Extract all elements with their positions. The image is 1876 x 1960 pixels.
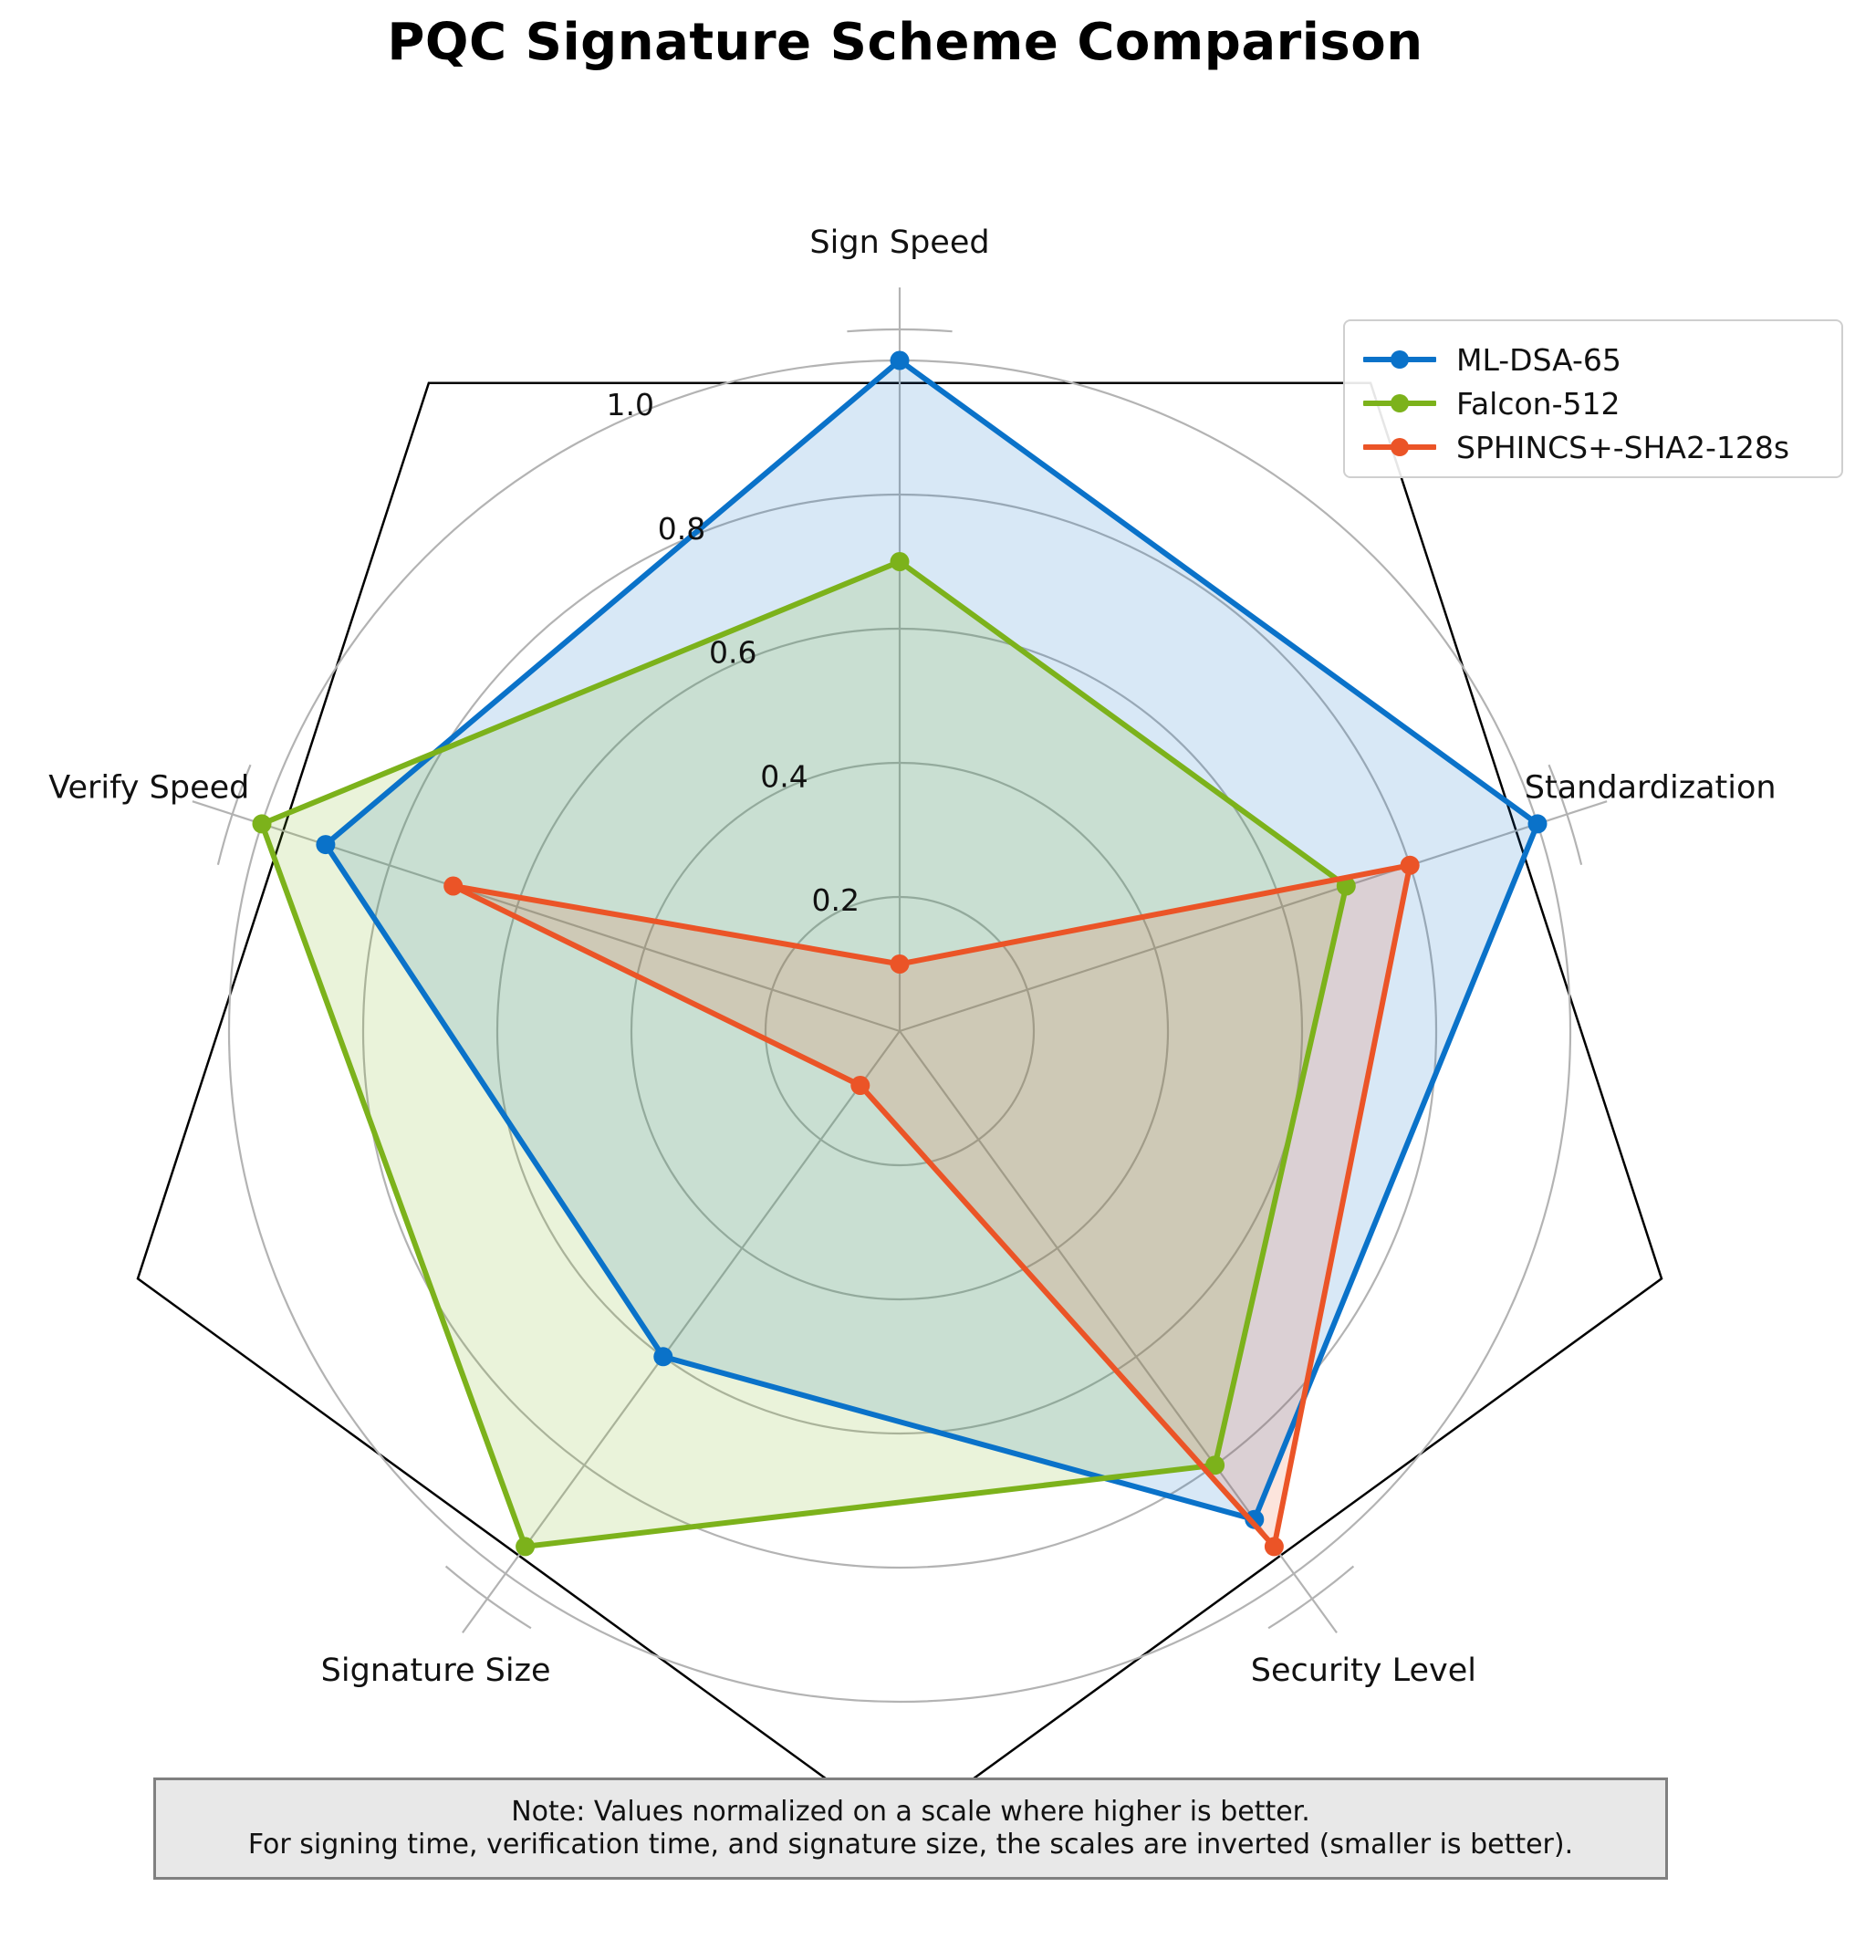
spoke-signature-size [462,1030,901,1633]
legend-item-ml-dsa-65: ML-DSA-65 [1363,338,1823,381]
r-tick-label-0-4: 0.4 [760,758,808,794]
series-point-falcon-512-signature-size [516,1537,536,1557]
series-point-ml-dsa-65-verify-speed [316,835,336,855]
legend-swatch-ml-dsa-65 [1363,341,1436,378]
legend-item-sphincs: SPHINCS+-SHA2-128s [1363,425,1823,469]
axis-label-sign-speed: Sign Speed [809,224,989,261]
r-tick-label-1-0: 1.0 [606,387,653,422]
series-point-falcon-512-security-level [1205,1455,1225,1475]
series-point-sphincs-sha2-128s-sign-speed [890,954,910,974]
spoke-end-arc-security-level [1267,1565,1355,1630]
axis-label-security-level: Security Level [1251,1652,1476,1689]
legend-dot-falcon-512 [1391,394,1409,412]
r-tick-label-0-2: 0.2 [811,882,859,918]
spoke-end-arc-sign-speed [847,328,953,333]
chart-title: PQC Signature Scheme Comparison [387,13,1423,72]
legend-item-falcon-512: Falcon-512 [1363,381,1823,425]
series-point-ml-dsa-65-standardization [1527,814,1548,834]
series-fill-falcon-512 [262,561,1347,1547]
spoke-end-arc-standardization [1548,764,1583,866]
series-fill-sphincs-sha2-128s [453,865,1411,1547]
note-line-2: For signing time, verification time, and… [247,1829,1574,1861]
legend-dot-sphincs [1391,438,1409,456]
series-point-falcon-512-verify-speed [252,814,272,834]
series-point-falcon-512-sign-speed [890,552,910,571]
series-point-sphincs-sha2-128s-verify-speed [443,876,464,896]
legend-swatch-sphincs [1363,429,1436,465]
series-point-ml-dsa-65-sign-speed [890,350,910,370]
axis-label-verify-speed: Verify Speed [48,770,249,807]
series-point-sphincs-sha2-128s-security-level [1264,1537,1284,1557]
series-point-ml-dsa-65-signature-size [653,1347,673,1367]
series-line-falcon-512 [259,558,1350,1549]
legend-label-falcon-512: Falcon-512 [1456,385,1621,422]
legend: ML-DSA-65 Falcon-512 SPHINCS+-SHA2-128s [1343,319,1843,478]
spoke-standardization [899,800,1608,1033]
note-box: Note: Values normalized on a scale where… [153,1778,1668,1880]
series-point-sphincs-sha2-128s-standardization [1400,855,1420,875]
r-tick-label-0-8: 0.8 [658,511,705,547]
legend-dot-ml-dsa-65 [1391,350,1409,369]
legend-swatch-falcon-512 [1363,385,1436,422]
legend-label-sphincs: SPHINCS+-SHA2-128s [1456,429,1790,465]
r-tick-label-0-6: 0.6 [709,635,756,671]
legend-label-ml-dsa-65: ML-DSA-65 [1456,341,1621,378]
series-line-ml-dsa-65 [322,358,1540,1523]
spoke-end-arc-signature-size [444,1565,532,1630]
series-line-sphincs-sha2-128s [450,862,1413,1549]
note-line-1: Note: Values normalized on a scale where… [511,1796,1310,1828]
series-fill-ml-dsa-65 [325,360,1537,1520]
axis-label-signature-size: Signature Size [321,1652,551,1689]
series-point-ml-dsa-65-security-level [1245,1509,1265,1529]
spoke-end-arc-verify-speed [216,764,252,866]
series-point-sphincs-sha2-128s-signature-size [850,1076,870,1095]
axis-label-standardization: Standardization [1525,770,1777,807]
spoke-verify-speed [192,800,901,1033]
